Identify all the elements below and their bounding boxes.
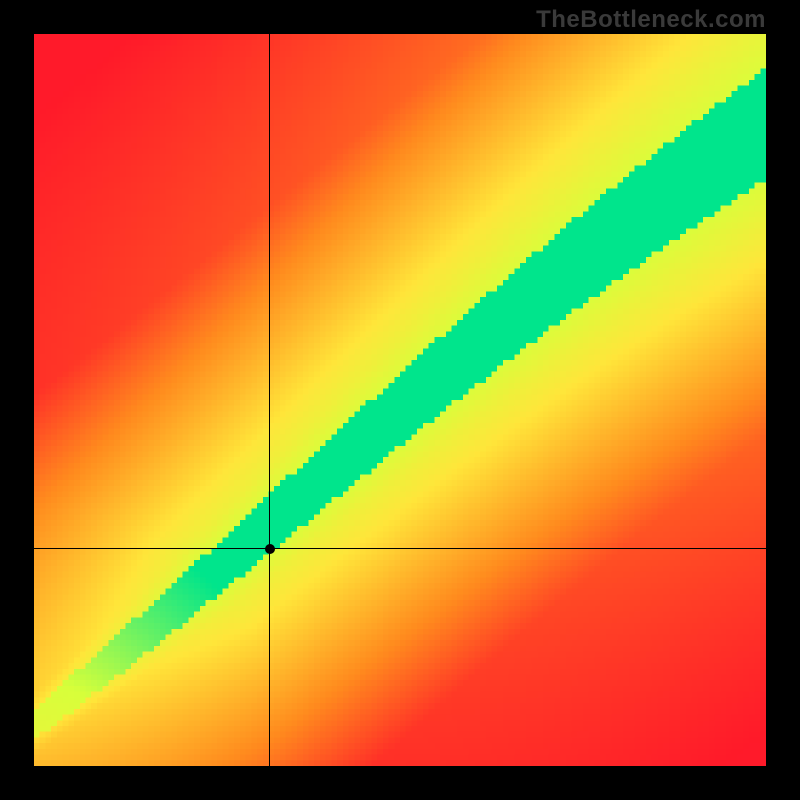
data-point-marker [265, 544, 275, 554]
watermark-text: TheBottleneck.com [536, 6, 766, 34]
heatmap-plot [34, 34, 766, 766]
crosshair-vertical [269, 34, 270, 766]
heatmap-canvas [34, 34, 766, 766]
crosshair-horizontal [34, 548, 766, 549]
